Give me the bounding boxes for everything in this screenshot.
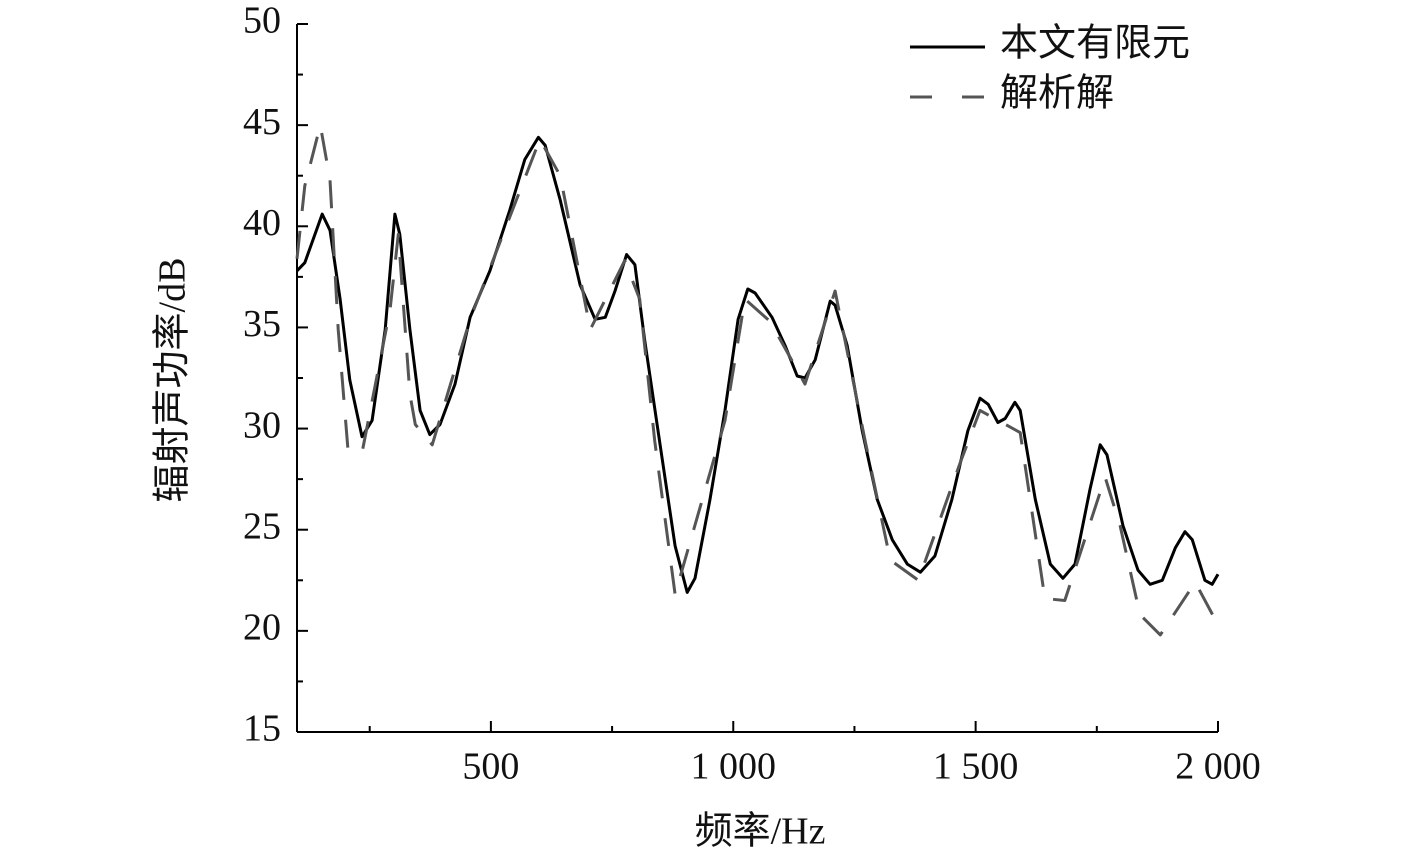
y-tick-label: 40: [243, 202, 281, 244]
y-tick-label: 45: [243, 101, 281, 143]
legend-label: 本文有限元: [1000, 23, 1190, 65]
y-tick-label: 50: [243, 0, 281, 42]
series-line: [295, 123, 1220, 637]
y-tick-label: 25: [243, 505, 281, 547]
y-axis-label: 辐射声功率/dB: [152, 258, 194, 503]
legend-label: 解析解: [1000, 73, 1114, 115]
x-tick-label: 500: [462, 746, 519, 788]
y-tick-label: 30: [243, 404, 281, 446]
x-tick-label: 2 000: [1175, 746, 1261, 788]
x-tick-label: 1 500: [933, 746, 1019, 788]
y-tick-label: 35: [243, 303, 281, 345]
series-line: [295, 135, 1220, 594]
y-tick-label: 20: [243, 607, 281, 649]
x-axis-label: 频率/Hz: [695, 811, 826, 853]
y-tick-label: 15: [243, 708, 281, 750]
x-tick-label: 1 000: [691, 746, 777, 788]
